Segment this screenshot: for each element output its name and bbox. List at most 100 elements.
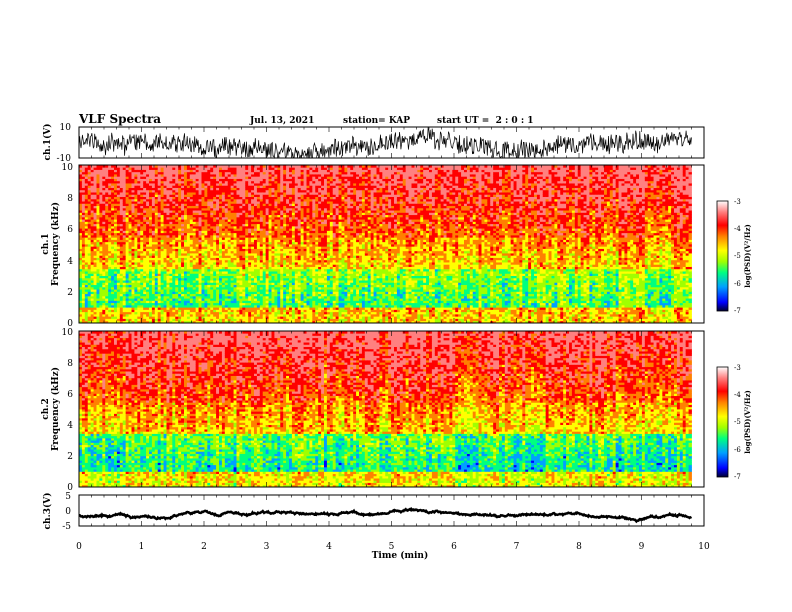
- spectrogram-cell: [81, 194, 86, 197]
- spectrogram-cell: [93, 228, 97, 231]
- spectrogram-cell: [81, 284, 86, 288]
- spectrogram-cell: [122, 291, 127, 295]
- spectrogram-cell: [149, 309, 153, 313]
- spectrogram-cell: [102, 228, 106, 231]
- spectrogram-cell: [160, 192, 164, 195]
- spectrogram-cell: [151, 277, 156, 281]
- spectrogram-cell: [134, 230, 138, 234]
- spectrogram-cell: [146, 255, 150, 258]
- spectrogram-cell: [169, 250, 173, 254]
- spectrogram-cell: [128, 246, 132, 249]
- spectrogram-cell: [140, 298, 144, 301]
- spectrogram-cell: [149, 228, 153, 231]
- spectrogram-cell: [131, 223, 135, 227]
- spectrogram-cell: [96, 169, 100, 173]
- spectrogram-cell: [87, 232, 92, 236]
- spectrogram-cell: [146, 302, 150, 306]
- spectrogram-cell: [102, 178, 106, 182]
- spectrogram-cell: [93, 284, 97, 288]
- spectrogram-cell: [81, 268, 86, 272]
- spectrogram-cell: [102, 192, 106, 195]
- spectrogram-cell: [81, 313, 86, 317]
- spectrogram-cell: [157, 304, 162, 308]
- spectrogram-cell: [96, 248, 100, 252]
- spectrogram-cell: [87, 205, 92, 209]
- spectrogram-cell: [87, 230, 92, 234]
- spectrogram-cell: [160, 214, 164, 218]
- spectrogram-cell: [163, 320, 167, 324]
- spectrogram-cell: [114, 244, 118, 247]
- spectrogram-cell: [102, 264, 106, 267]
- spectrogram-cell: [143, 273, 147, 276]
- spectrogram-cell: [160, 271, 164, 274]
- spectrogram-cell: [116, 302, 121, 306]
- spectrogram-cell: [81, 295, 86, 299]
- spectrogram-cell: [128, 248, 132, 252]
- spectrogram-cell: [125, 286, 129, 290]
- spectrogram-cell: [131, 234, 135, 238]
- spectrogram-cell: [111, 201, 115, 204]
- spectrogram-cell: [154, 318, 159, 322]
- spectrogram-cell: [84, 241, 89, 245]
- spectrogram-cell: [114, 221, 118, 225]
- spectrogram-cell: [108, 286, 112, 290]
- spectrogram-cell: [99, 194, 103, 197]
- spectrogram-cell: [81, 201, 86, 204]
- spectrogram-cell: [163, 304, 167, 308]
- spectrogram-cell: [146, 221, 150, 225]
- spectrogram-cell: [105, 183, 109, 186]
- spectrogram-cell: [137, 280, 141, 283]
- spectrogram-cell: [131, 289, 135, 292]
- spectrogram-cell: [157, 286, 162, 290]
- spectrogram-cell: [157, 185, 162, 188]
- spectrogram-cell: [84, 219, 89, 222]
- spectrogram-cell: [125, 264, 129, 267]
- spectrogram-cell: [134, 214, 138, 218]
- spectrogram-cell: [125, 216, 129, 220]
- spectrogram-cell: [125, 257, 129, 261]
- spectrogram-cell: [111, 228, 115, 231]
- spectrogram-cell: [169, 284, 173, 288]
- spectrogram-cell: [160, 311, 164, 315]
- spectrogram-cell: [160, 176, 164, 179]
- spectrogram-cell: [87, 201, 92, 204]
- spectrogram-cell: [84, 187, 89, 191]
- spectrogram-cell: [140, 246, 144, 249]
- spectrogram-cell: [79, 275, 83, 279]
- spectrogram-cell: [151, 176, 156, 179]
- spectrogram-cell: [166, 320, 170, 324]
- spectrogram-cell: [79, 284, 83, 288]
- spectrogram-cell: [125, 232, 129, 236]
- spectrogram-cell: [140, 259, 144, 263]
- spectrogram-cell: [79, 205, 83, 209]
- spectrogram-cell: [134, 318, 138, 322]
- spectrogram-cell: [154, 291, 159, 295]
- spectrogram-cell: [108, 178, 112, 182]
- spectrogram-cell: [128, 207, 132, 211]
- spectrogram-cell: [81, 264, 86, 267]
- spectrogram-cell: [116, 221, 121, 225]
- spectrogram-cell: [96, 180, 100, 184]
- spectrogram-cell: [157, 230, 162, 234]
- spectrogram-cell: [116, 307, 121, 310]
- spectrogram-cell: [102, 171, 106, 175]
- spectrogram-cell: [160, 225, 164, 229]
- spectrogram-cell: [87, 277, 92, 281]
- spectrogram-cell: [160, 286, 164, 290]
- spectrogram-cell: [79, 192, 83, 195]
- spectrogram-cell: [114, 273, 118, 276]
- spectrogram-cell: [151, 300, 156, 304]
- spectrogram-cell: [102, 255, 106, 258]
- spectrogram-cell: [93, 257, 97, 261]
- spectrogram-cell: [116, 239, 121, 243]
- spectrogram-cell: [122, 225, 127, 229]
- spectrogram-cell: [108, 237, 112, 240]
- spectrogram-cell: [102, 298, 106, 301]
- spectrogram-cell: [116, 207, 121, 211]
- spectrogram-cell: [105, 198, 109, 202]
- spectrogram-cell: [119, 286, 124, 290]
- spectrogram-cell: [116, 228, 121, 231]
- spectrogram-cell: [90, 257, 94, 261]
- spectrogram-cell: [160, 232, 164, 236]
- spectrogram-cell: [131, 210, 135, 213]
